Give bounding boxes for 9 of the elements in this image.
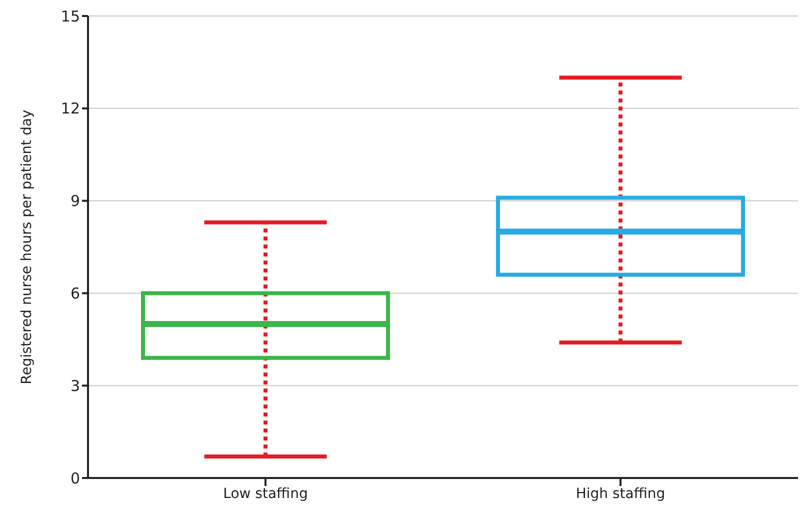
y-tick-label: 0 [70,469,80,488]
y-tick-label: 3 [70,376,80,395]
y-tick-label: 12 [60,100,80,118]
y-tick-label: 9 [70,192,80,210]
x-tick-label: Low staffing [223,486,308,502]
y-tick-label: 6 [70,284,80,303]
x-tick-label: High staffing [576,486,666,502]
y-axis-title: Registered nurse hours per patient day [18,110,35,384]
y-tick-label: 15 [60,7,80,26]
